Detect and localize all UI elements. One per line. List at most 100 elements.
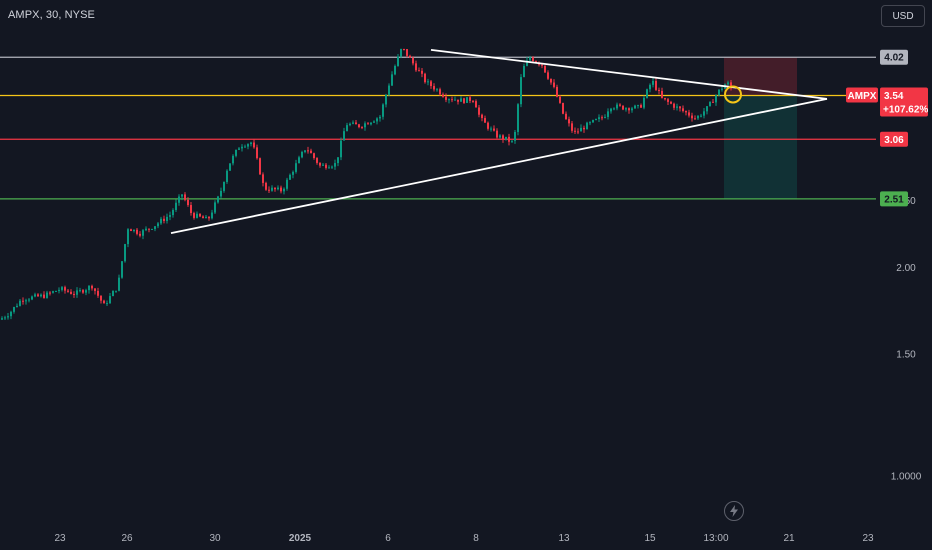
candle: [283, 187, 285, 195]
candle: [475, 99, 477, 108]
candle: [541, 64, 543, 69]
candle: [328, 165, 330, 169]
candle: [97, 287, 99, 298]
candle: [277, 185, 279, 191]
candle: [523, 63, 525, 78]
candle: [652, 78, 654, 88]
candle: [577, 128, 579, 135]
stop-loss-zone[interactable]: [724, 57, 797, 96]
candle: [199, 213, 201, 218]
candle: [160, 216, 162, 225]
candle: [472, 100, 474, 103]
flash-icon-button[interactable]: [724, 501, 744, 521]
candle: [91, 284, 93, 291]
candle: [331, 165, 333, 170]
candle: [676, 103, 678, 111]
candle: [601, 115, 603, 121]
candle: [133, 229, 135, 233]
candle: [445, 93, 447, 103]
candle: [316, 157, 318, 165]
candle: [73, 291, 75, 298]
candle: [238, 147, 240, 150]
triangle-pattern-drawing[interactable]: [170, 48, 828, 234]
time-axis[interactable]: 23 26 30 2025 6 8 13 15 13:00 21 23: [54, 533, 874, 544]
candle: [79, 287, 81, 293]
candle: [256, 144, 258, 160]
candle: [586, 121, 588, 130]
level-badge: [880, 191, 908, 207]
candle: [4, 315, 6, 321]
candle: [10, 310, 12, 320]
candle: [205, 214, 207, 219]
currency-button[interactable]: USD: [881, 5, 925, 27]
candle: [547, 70, 549, 80]
symbol-tag-text: AMPX: [848, 91, 877, 102]
entry-circle-marker[interactable]: [724, 85, 742, 104]
candle: [673, 102, 675, 111]
candle: [388, 83, 390, 97]
horizontal-levels[interactable]: [0, 56, 876, 200]
candle: [352, 120, 354, 125]
candle: [709, 101, 711, 107]
candle: [103, 299, 105, 304]
candle: [721, 86, 723, 92]
candle: [598, 114, 600, 122]
candle: [280, 185, 282, 194]
candle: [694, 115, 696, 120]
candle: [457, 99, 459, 105]
candle: [637, 104, 639, 109]
candle: [454, 96, 456, 101]
triangle-upper-line[interactable]: [430, 48, 828, 100]
candle: [412, 56, 414, 66]
x-tick-label: 13: [558, 533, 570, 544]
triangle-lower-line[interactable]: [170, 98, 828, 234]
candle: [118, 274, 120, 292]
candle: [337, 157, 339, 167]
candle: [70, 289, 72, 295]
candle: [448, 98, 450, 104]
candle: [655, 78, 657, 91]
candle: [433, 83, 435, 92]
candle: [625, 107, 627, 112]
candle: [274, 187, 276, 192]
candle: [37, 293, 39, 297]
candle: [430, 79, 432, 89]
short-position-tool[interactable]: [724, 57, 797, 199]
candle: [364, 121, 366, 131]
candle: [697, 115, 699, 120]
candle: [511, 140, 513, 144]
candle: [358, 123, 360, 129]
candle: [532, 56, 534, 62]
last-price-badge: [880, 87, 928, 117]
candle: [343, 127, 345, 141]
candle: [514, 129, 516, 144]
level-badge-text: 2.51: [884, 194, 904, 205]
take-profit-zone[interactable]: [724, 95, 797, 199]
candle: [349, 122, 351, 127]
candle: [460, 96, 462, 102]
candle: [265, 181, 267, 191]
candle: [142, 228, 144, 240]
candle: [640, 103, 642, 109]
candle: [634, 104, 636, 109]
candle: [394, 64, 396, 76]
candle: [409, 54, 411, 58]
candle: [13, 306, 15, 314]
candle: [106, 300, 108, 307]
candle: [322, 162, 324, 166]
candle: [670, 100, 672, 105]
candle: [556, 84, 558, 98]
candle: [520, 74, 522, 108]
last-price-change-text: +107.62%: [883, 104, 928, 115]
candle: [136, 228, 138, 236]
candle: [313, 152, 315, 160]
candle: [610, 107, 612, 114]
candle: [31, 295, 33, 301]
candle: [406, 49, 408, 58]
candle: [229, 163, 231, 171]
y-tick-label: 2.00: [896, 263, 916, 274]
y-tick-label: 1.0000: [891, 472, 922, 483]
candle: [529, 55, 531, 62]
candle: [1, 316, 3, 321]
